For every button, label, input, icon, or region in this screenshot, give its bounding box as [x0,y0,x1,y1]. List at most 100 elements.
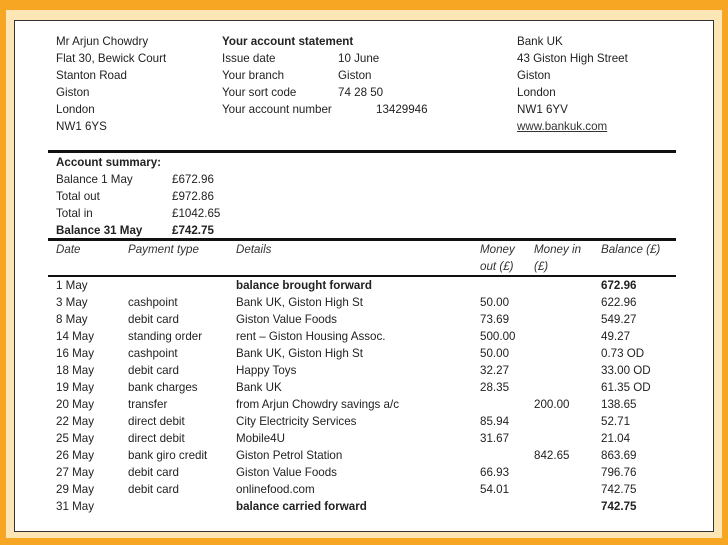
cell-type: debit card [128,313,179,326]
table-row: 19 May bank charges Bank UK 28.35 61.35 OD [15,379,713,396]
field-label: Your branch [222,69,285,82]
cell-balance: 549.27 [601,313,637,326]
cell-out: 54.01 [480,483,510,496]
cell-type: transfer [128,398,168,411]
cell-out: 31.67 [480,432,510,445]
cell-date: 8 May [56,313,88,326]
cell-date: 31 May [56,500,95,513]
cell-date: 25 May [56,432,95,445]
cell-out: 500.00 [480,330,516,343]
cell-type: bank charges [128,381,198,394]
cell-balance: 796.76 [601,466,637,479]
cell-date: 18 May [56,364,95,377]
address-line: NW1 6YV [517,103,568,116]
summary-value: £972.86 [172,190,214,203]
table-row: 16 May cashpoint Bank UK, Giston High St 50… [15,345,713,362]
cell-details: Giston Petrol Station [236,449,343,462]
table-row: 27 May debit card Giston Value Foods 66.93 7… [15,464,713,481]
cell-details: balance brought forward [236,279,372,292]
statement-info: Your account statement Issue date 10 June… [222,33,482,118]
cell-out: 50.00 [480,347,510,360]
cell-in: 200.00 [534,398,570,411]
bank-address: Bank UK 43 Giston High Street Giston Lon… [517,33,628,135]
field-label: Issue date [222,52,276,65]
table-row: 31 May balance carried forward 742.75 [15,498,713,515]
cell-balance: 49.27 [601,330,631,343]
header-payment-type: Payment type [128,243,199,256]
cell-date: 3 May [56,296,88,309]
cell-balance: 742.75 [601,483,637,496]
divider [48,150,676,153]
address-line: Bank UK [517,35,563,48]
divider [48,238,676,241]
cell-balance: 52.71 [601,415,631,428]
cell-details: Giston Value Foods [236,466,337,479]
cell-date: 20 May [56,398,95,411]
table-row: 25 May direct debit Mobile4U 31.67 21.04 [15,430,713,447]
summary-label: Balance 31 May [56,224,143,237]
cell-details: Happy Toys [236,364,297,377]
address-line: Giston [56,86,90,99]
table-row: 18 May debit card Happy Toys 32.27 33.00 OD [15,362,713,379]
cell-type: direct debit [128,432,185,445]
cell-balance: 61.35 OD [601,381,651,394]
header-money-in-unit: (£) [534,260,549,273]
table-row: 3 May cashpoint Bank UK, Giston High St 50.… [15,294,713,311]
address-line: Flat 30, Bewick Court [56,52,167,65]
cell-type: cashpoint [128,347,178,360]
table-row: 14 May standing order rent – Giston Housin… [15,328,713,345]
statement-title: Your account statement [222,35,354,48]
summary-value: £742.75 [172,224,214,237]
field-label: Your sort code [222,86,297,99]
table-header-2: out (£) (£) [15,258,713,275]
cell-type: debit card [128,466,179,479]
address-line: Stanton Road [56,69,127,82]
cell-date: 19 May [56,381,95,394]
table-row: 22 May direct debit City Electricity Servi… [15,413,713,430]
address-line: Mr Arjun Chowdry [56,35,149,48]
cell-type: debit card [128,483,179,496]
field-value: 13429946 [376,103,428,116]
cell-date: 22 May [56,415,95,428]
cell-date: 1 May [56,279,88,292]
summary-value: £672.96 [172,173,214,186]
cell-out: 85.94 [480,415,510,428]
divider [48,275,676,277]
bank-website-link[interactable]: www.bankuk.com [517,120,608,133]
cell-type: debit card [128,364,179,377]
header-money-out: Money [480,243,515,256]
cell-details: rent – Giston Housing Assoc. [236,330,386,343]
address-line: Giston [517,69,551,82]
cell-details: Bank UK, Giston High St [236,296,363,309]
address-line: 43 Giston High Street [517,52,628,65]
table-row: 20 May transfer from Arjun Chowdry savings… [15,396,713,413]
cell-out: 73.69 [480,313,510,326]
cell-balance: 21.04 [601,432,631,445]
cell-type: bank giro credit [128,449,208,462]
table-row: 8 May debit card Giston Value Foods 73.69 54… [15,311,713,328]
field-label: Your account number [222,103,332,116]
cell-balance: 742.75 [601,500,637,513]
cell-balance: 138.65 [601,398,637,411]
cell-details: onlinefood.com [236,483,315,496]
cell-balance: 863.69 [601,449,637,462]
table-row: 26 May bank giro credit Giston Petrol Stat… [15,447,713,464]
address-line: London [517,86,556,99]
header-money-in: Money in [534,243,582,256]
cell-balance: 0.73 OD [601,347,645,360]
cell-balance: 622.96 [601,296,637,309]
cell-in: 842.65 [534,449,570,462]
cell-out: 32.27 [480,364,510,377]
cell-details: from Arjun Chowdry savings a/c [236,398,400,411]
statement-page: Mr Arjun Chowdry Flat 30, Bewick Court S… [14,20,714,532]
cell-date: 14 May [56,330,95,343]
cell-balance: 672.96 [601,279,637,292]
account-summary: Account summary: Balance 1 May £672.96 To… [56,154,356,239]
field-value: 74 28 50 [338,86,384,99]
header-details: Details [236,243,272,256]
cell-details: Giston Value Foods [236,313,337,326]
table-header: Date Payment type Details Money Money in… [15,241,713,258]
field-value: 10 June [338,52,380,65]
cell-out: 28.35 [480,381,510,394]
summary-label: Total out [56,190,100,203]
